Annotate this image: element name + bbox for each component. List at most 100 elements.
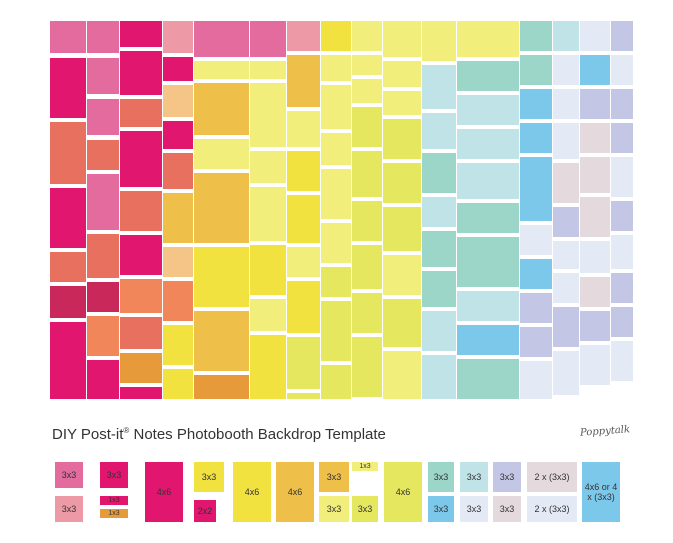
post-it-note	[352, 21, 382, 51]
title-prefix: DIY Post-it	[52, 426, 124, 443]
post-it-note	[580, 197, 610, 237]
post-it-note	[383, 61, 421, 87]
post-it-note	[457, 129, 519, 159]
post-it-note	[120, 131, 162, 187]
legend-swatch-label: 3x3	[499, 504, 515, 514]
post-it-note	[383, 91, 421, 115]
legend-swatch: 2 x (3x3)	[527, 496, 577, 522]
legend-swatch-label: 3x3	[357, 504, 373, 514]
title-suffix: Notes Photobooth Backdrop Template	[129, 426, 386, 443]
post-it-note	[250, 61, 286, 79]
legend-swatch-label: 4x6	[156, 487, 172, 497]
legend-swatch: 4x6	[276, 462, 314, 522]
post-it-note	[194, 173, 249, 243]
post-it-note	[120, 51, 162, 95]
post-it-note	[580, 55, 610, 85]
post-it-note	[457, 61, 519, 91]
post-it-note	[422, 113, 456, 149]
legend-swatch: 4x6 or 4 x (3x3)	[582, 462, 620, 522]
post-it-note	[250, 335, 286, 399]
post-it-note	[383, 119, 421, 159]
legend-swatch-label: 2 x (3x3)	[534, 504, 570, 514]
post-it-note	[520, 89, 552, 119]
post-it-note	[520, 259, 552, 289]
legend-swatch: 3x3	[352, 496, 378, 522]
legend-swatch: 3x3	[460, 496, 488, 522]
post-it-note	[383, 207, 421, 251]
post-it-note	[457, 21, 519, 57]
post-it-note	[553, 123, 579, 159]
post-it-note	[163, 325, 193, 365]
post-it-note	[250, 151, 286, 183]
registered-mark: ®	[123, 426, 130, 435]
post-it-note	[553, 163, 579, 203]
legend-swatch-label: 3x3	[106, 470, 122, 480]
post-it-note	[352, 293, 382, 333]
post-it-note	[50, 188, 86, 248]
post-it-note	[120, 279, 162, 313]
post-it-note	[422, 197, 456, 227]
poppytalk-logo: Poppytalk	[579, 424, 631, 439]
post-it-note	[87, 140, 119, 170]
post-it-note	[87, 360, 119, 399]
post-it-note	[321, 365, 351, 399]
post-it-note	[50, 58, 86, 118]
post-it-note	[250, 245, 286, 295]
legend-swatch: 3x3	[428, 462, 454, 492]
legend-swatch-label: 3x3	[466, 504, 482, 514]
legend-swatch-label: 3x3	[433, 472, 449, 482]
legend-swatch-label: 3x3	[433, 504, 449, 514]
legend-swatch-label: 4x6	[244, 487, 260, 497]
post-it-note	[580, 157, 610, 193]
post-it-note	[321, 267, 351, 297]
post-it-note	[553, 307, 579, 347]
post-it-note	[87, 316, 119, 356]
legend-swatch-label: 4x6	[395, 487, 411, 497]
post-it-note	[383, 163, 421, 203]
legend-swatch: 3x3	[55, 496, 83, 522]
post-it-note	[520, 361, 552, 399]
post-it-note	[163, 153, 193, 189]
post-it-note	[457, 95, 519, 125]
post-it-note	[352, 245, 382, 289]
post-it-note	[422, 153, 456, 193]
post-it-note	[520, 327, 552, 357]
legend-swatch-label: 3x3	[326, 504, 342, 514]
legend-swatch-label: 3x3	[61, 470, 77, 480]
legend-swatch: 1x3	[100, 509, 128, 518]
post-it-note	[287, 55, 320, 107]
post-it-note	[457, 237, 519, 287]
post-it-note	[194, 61, 249, 79]
post-it-note	[553, 207, 579, 237]
post-it-note	[580, 123, 610, 153]
post-it-note	[287, 337, 320, 389]
post-it-note	[457, 359, 519, 399]
post-it-note	[352, 79, 382, 103]
post-it-note	[383, 299, 421, 347]
post-it-note	[422, 311, 456, 351]
post-it-note	[611, 201, 633, 231]
legend-swatch-label: 4x6	[287, 487, 303, 497]
legend-swatch-label: 3x3	[466, 472, 482, 482]
post-it-note	[321, 301, 351, 361]
legend-swatch: 1x3	[100, 496, 128, 505]
post-it-note	[163, 247, 193, 277]
post-it-note	[87, 58, 119, 94]
post-it-note	[520, 21, 552, 51]
post-it-note	[383, 21, 421, 57]
legend-swatch-label: 4x6 or 4 x (3x3)	[584, 482, 618, 502]
legend-swatch: 3x3	[428, 496, 454, 522]
post-it-note	[611, 235, 633, 269]
legend-swatch: 1x3	[352, 462, 378, 471]
post-it-note	[457, 291, 519, 321]
legend-swatch: 4x6	[233, 462, 271, 522]
post-it-note	[321, 55, 351, 81]
post-it-note	[50, 286, 86, 318]
post-it-note	[194, 83, 249, 135]
post-it-note	[520, 293, 552, 323]
post-it-note	[553, 21, 579, 51]
post-it-note	[287, 21, 320, 51]
post-it-note	[321, 85, 351, 129]
post-it-backdrop-mosaic	[50, 21, 633, 399]
post-it-note	[87, 21, 119, 53]
